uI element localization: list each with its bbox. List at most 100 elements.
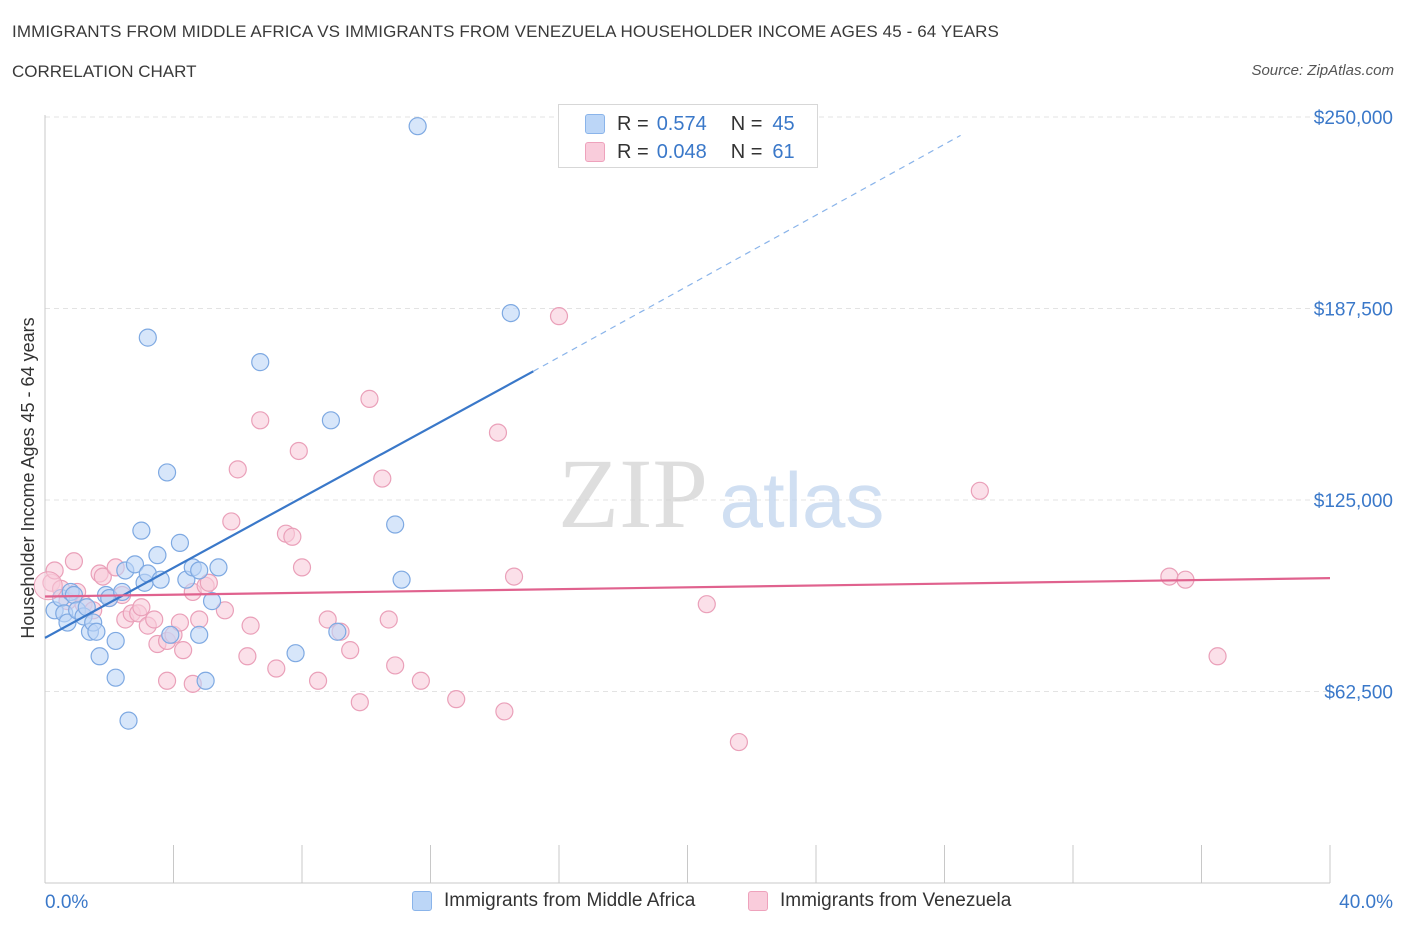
point-venezuela [488,423,508,442]
point-middle-africa [161,625,180,644]
point-venezuela [33,571,63,601]
point-middle-africa [321,411,341,430]
point-middle-africa [202,592,222,611]
series-swatch-middle-africa [412,891,432,911]
point-venezuela [170,613,190,632]
watermark-atlas: atlas [720,456,885,544]
y-tick-labels: $62,500 $125,000 $187,500 $250,000 [1314,108,1393,704]
legend-row-middle-africa: R = 0.574 N = 45 [585,112,795,136]
point-venezuela [238,647,257,666]
stats-legend: R = 0.574 N = 45 R = 0.048 N = 61 [558,104,818,168]
point-middle-africa [106,668,125,687]
point-middle-africa [125,555,145,574]
point-middle-africa [138,328,157,347]
legend-swatch-middle-africa [585,114,605,134]
y-tick-label: $250,000 [1314,108,1393,129]
legend-n-label: N = [730,140,763,163]
point-middle-africa [209,558,228,577]
point-venezuela [386,656,405,675]
watermark: ZIP atlas [558,438,884,549]
point-middle-africa [286,644,305,663]
series-legend: Immigrants from Middle Africa Immigrants… [0,890,1406,914]
point-venezuela [267,659,286,678]
point-venezuela [697,595,716,614]
gridlines [45,116,1330,692]
point-venezuela [222,512,241,531]
series-legend-middle-africa: Immigrants from Middle Africa [412,890,695,912]
point-venezuela [132,598,151,617]
point-venezuela [93,567,112,586]
point-venezuela [251,411,270,430]
point-middle-africa [148,546,167,565]
point-middle-africa [251,353,270,372]
point-venezuela [549,307,569,326]
series-name-venezuela: Immigrants from Venezuela [780,890,1012,911]
point-venezuela [411,671,430,690]
point-middle-africa [386,515,405,534]
point-middle-africa [119,711,138,730]
legend-row-venezuela: R = 0.048 N = 61 [585,140,795,164]
point-middle-africa [106,631,125,651]
point-venezuela [318,610,337,629]
point-venezuela [241,616,260,635]
point-venezuela [228,460,247,479]
trend-lines [44,134,1331,639]
point-middle-africa [328,622,347,641]
trend-line-middle-africa-extension [533,134,961,372]
chart-title: IMMIGRANTS FROM MIDDLE AFRICA VS IMMIGRA… [12,22,999,41]
point-venezuela [970,481,989,500]
legend-r-value: 0.574 [656,112,707,135]
point-middle-africa [408,117,427,136]
x-tick-label: 40.0% [1339,892,1393,913]
point-middle-africa [392,570,411,589]
point-venezuela [289,441,308,461]
watermark-zip: ZIP [558,438,708,549]
point-middle-africa [90,647,109,666]
point-venezuela [495,702,514,721]
point-venezuela [373,469,392,488]
series-swatch-venezuela [748,891,768,911]
y-axis-title: Householder Income Ages 45 - 64 years [18,317,38,638]
legend-r-value: 0.048 [656,140,707,163]
series-legend-venezuela: Immigrants from Venezuela [748,890,1011,912]
legend-swatch-venezuela [585,142,605,162]
series-name-middle-africa: Immigrants from Middle Africa [444,890,696,911]
point-middle-africa [170,533,190,552]
trend-line-venezuela [44,577,1331,598]
point-venezuela [190,610,209,629]
data-points [33,117,1227,752]
axes [44,115,1331,884]
point-middle-africa [87,622,106,641]
point-venezuela [1208,647,1227,666]
point-middle-africa [196,671,215,690]
legend-n-label: N = [730,112,763,135]
point-venezuela [292,558,312,577]
point-middle-africa [157,463,177,482]
point-venezuela [283,527,302,546]
point-venezuela [729,732,749,752]
trend-line-middle-africa [44,370,534,639]
point-venezuela [64,552,84,571]
point-venezuela [199,573,218,592]
legend-r-label: R = [617,112,649,135]
y-tick-label: $187,500 [1314,300,1393,321]
point-venezuela [447,690,466,709]
point-middle-africa [190,625,209,644]
point-middle-africa [190,561,209,580]
legend-n-value: 45 [772,112,795,135]
point-venezuela [308,671,328,690]
point-middle-africa [77,598,96,617]
point-middle-africa [501,303,520,323]
point-middle-africa [132,521,151,540]
point-venezuela [341,641,360,660]
point-venezuela [360,389,379,408]
point-venezuela [215,601,234,620]
chart-subtitle: CORRELATION CHART [12,62,197,81]
legend-n-value: 61 [772,140,795,163]
point-venezuela [504,567,524,586]
point-venezuela [157,671,177,690]
legend-r-label: R = [617,140,649,163]
source-label: Source: ZipAtlas.com [1251,62,1394,79]
point-venezuela [379,610,398,629]
